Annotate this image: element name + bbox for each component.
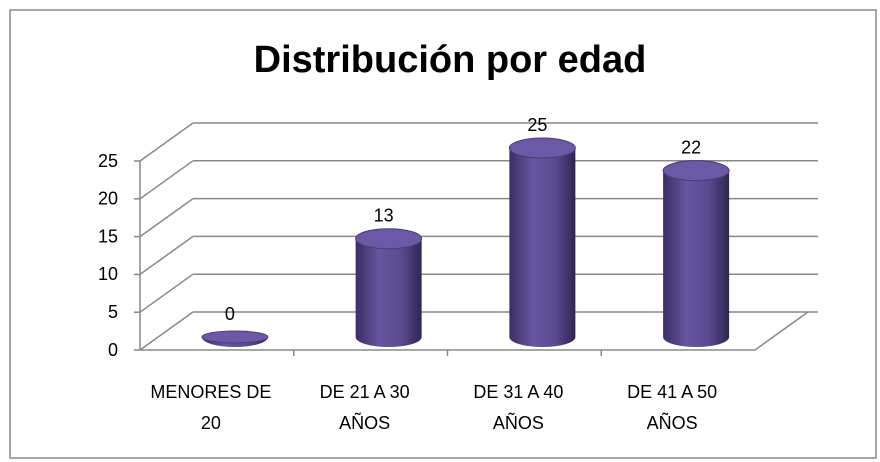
value-label: 22 [681, 137, 701, 157]
grid-line [139, 311, 194, 351]
y-tick-label: 20 [98, 189, 118, 209]
y-tick-label: 0 [108, 340, 118, 360]
grid-line [139, 273, 194, 313]
y-tick-label: 5 [108, 302, 118, 322]
bar [355, 238, 422, 347]
grid-line [139, 122, 194, 162]
chart-border [9, 9, 877, 459]
chart-title: Distribución por edad [254, 39, 647, 81]
value-label: 25 [527, 115, 547, 135]
x-tick-label: DE 21 A 30 AÑOS [319, 382, 410, 433]
grid-line [139, 197, 194, 238]
grid-line [139, 160, 194, 200]
bar [509, 148, 576, 347]
bar-top [662, 160, 730, 182]
bar-top [201, 330, 269, 344]
x-tick-label: MENORES DE 20 [150, 382, 272, 433]
bar-top [355, 228, 423, 250]
value-label: 13 [374, 205, 394, 225]
grid-line [139, 235, 194, 276]
x-tick-label: DE 31 A 40 AÑOS [473, 382, 564, 433]
axis-line [754, 311, 809, 351]
bar-top [508, 137, 576, 159]
y-tick-label: 15 [98, 226, 118, 246]
value-label: 0 [225, 304, 235, 324]
y-tick-label: 25 [98, 151, 118, 171]
x-tick-label: DE 41 A 50 AÑOS [627, 382, 718, 433]
bar [663, 170, 730, 347]
y-tick-label: 10 [98, 264, 118, 284]
